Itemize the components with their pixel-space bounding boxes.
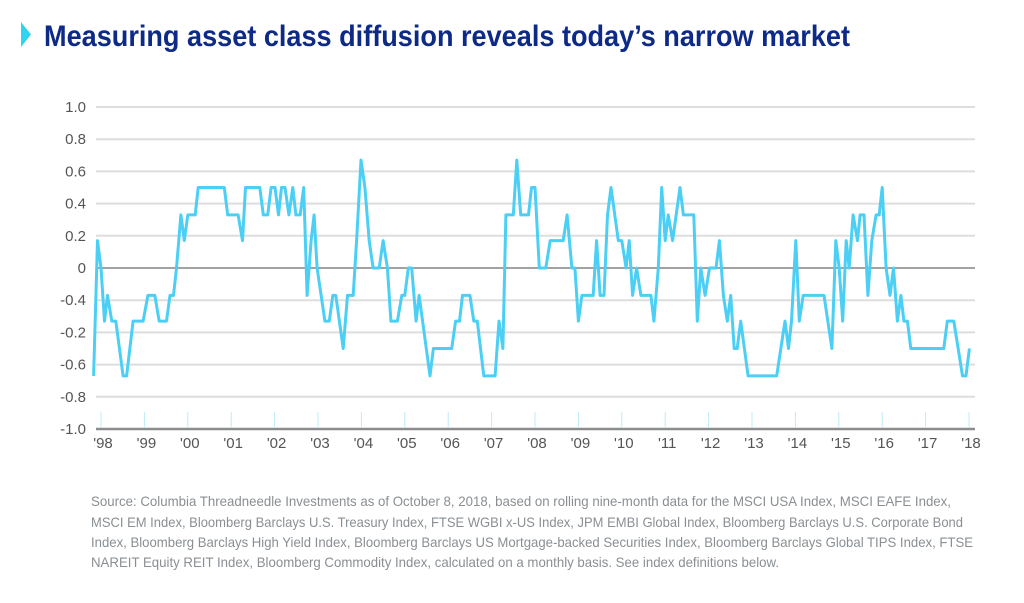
x-tick-label: '10 (614, 435, 634, 452)
y-tick-label: 0.4 (65, 196, 86, 213)
x-tick-label: '04 (354, 435, 374, 452)
source-line: MSCI EM Index, Bloomberg Barclays U.S. T… (91, 514, 963, 530)
y-tick-label: 0.8 (65, 131, 86, 148)
y-tick-label: 0 (78, 260, 86, 277)
source-line: Index, Bloomberg Barclays High Yield Ind… (91, 534, 973, 550)
x-tick-label: '03 (310, 435, 330, 452)
gridlines (96, 106, 975, 431)
x-tick-label: '14 (788, 435, 808, 452)
y-tick-label: 0.6 (65, 163, 86, 180)
x-tick-label: '00 (180, 435, 200, 452)
x-tick-label: '13 (744, 435, 764, 452)
x-tick-label: '06 (440, 435, 460, 452)
x-tick-label: '08 (527, 435, 547, 452)
x-tick-label: '02 (267, 435, 287, 452)
source-line: NAREIT Equity REIT Index, Bloomberg Comm… (91, 554, 779, 570)
y-tick-label: -0.8 (60, 389, 86, 406)
x-tick-label: '98 (93, 435, 113, 452)
x-tick-label: '09 (571, 435, 591, 452)
y-tick-label: -0.4 (60, 292, 86, 309)
series-line (92, 158, 971, 378)
x-tick-label: '11 (658, 435, 676, 452)
y-tick-label: -0.6 (60, 357, 86, 374)
y-tick-label: -1.0 (60, 421, 86, 438)
y-axis-tick-labels: 1.0 0.8 0.6 0.4 0.2 0 -0.4 -0.2 -0.6 -0.8 -1.0 (60, 99, 86, 438)
x-tick-label: '07 (484, 435, 504, 452)
triangle-right-icon (21, 22, 31, 47)
x-tick-label: '01 (223, 435, 243, 452)
x-tick-label: '05 (397, 435, 417, 452)
x-axis-ticks: '98 '99 '00 '01 '02 '03 '04 '05 '06 '07 '08 '09 '10 '… (93, 412, 981, 452)
x-tick-label: '15 (831, 435, 851, 452)
x-tick-label: '17 (918, 435, 938, 452)
source-line: Source: Columbia Threadneedle Investment… (91, 493, 951, 509)
x-tick-label: '99 (137, 435, 157, 452)
source-note: Source: Columbia Threadneedle Investment… (91, 493, 973, 570)
x-tick-label: '12 (701, 435, 721, 452)
x-tick-label: '18 (961, 435, 981, 452)
chart-title: Measuring asset class diffusion reveals … (44, 20, 850, 53)
y-tick-label: -0.2 (60, 324, 86, 341)
y-tick-label: 0.2 (65, 228, 86, 245)
y-tick-label: 1.0 (65, 99, 86, 116)
x-tick-label: '16 (874, 435, 894, 452)
